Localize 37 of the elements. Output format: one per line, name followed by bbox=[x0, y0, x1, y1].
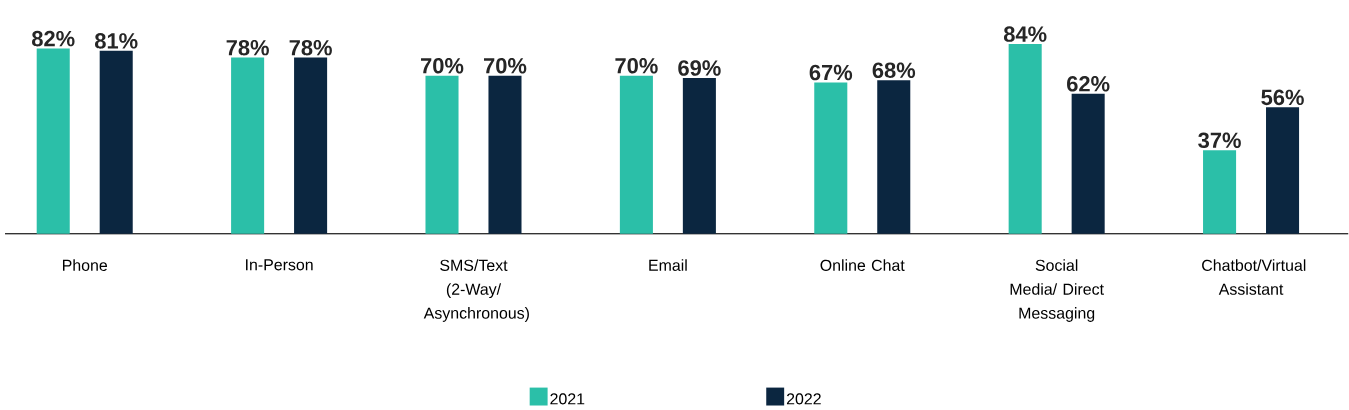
bar bbox=[1266, 107, 1300, 234]
x-tick-label: Phone bbox=[63, 259, 108, 272]
bar bbox=[814, 82, 848, 234]
x-tick-label: SMS/Text (2-Way/ Asynchronous) bbox=[423, 259, 529, 322]
bar bbox=[619, 75, 653, 234]
x-tick-label: Chatbot/Virtual Assistant bbox=[1202, 259, 1306, 295]
bar bbox=[294, 57, 328, 234]
bar bbox=[99, 50, 133, 234]
bar bbox=[425, 75, 459, 234]
bar bbox=[682, 78, 716, 234]
x-tick-label: In-Person bbox=[246, 259, 313, 271]
data-label: 70% bbox=[484, 58, 527, 74]
data-label: 62% bbox=[1067, 76, 1110, 92]
bar bbox=[488, 75, 522, 234]
data-label: 67% bbox=[809, 64, 853, 81]
data-label: 70% bbox=[615, 58, 658, 74]
bar bbox=[877, 80, 911, 234]
bar bbox=[36, 48, 70, 234]
bar bbox=[1203, 150, 1237, 234]
bar bbox=[1071, 93, 1105, 234]
data-label: 56% bbox=[1261, 89, 1304, 106]
bar bbox=[1008, 44, 1042, 234]
x-tick-label: Online Chat bbox=[820, 259, 905, 272]
data-label: 68% bbox=[872, 62, 916, 79]
x-tick-label: Social Media/ Direct Messaging bbox=[1010, 259, 1104, 322]
legend-label: 2021 bbox=[550, 393, 585, 405]
legend-label: 2022 bbox=[786, 393, 821, 405]
bar bbox=[231, 57, 265, 234]
data-label: 37% bbox=[1198, 132, 1241, 149]
data-label: 70% bbox=[421, 58, 464, 74]
data-label: 69% bbox=[678, 60, 721, 76]
data-label: 81% bbox=[94, 33, 138, 49]
x-tick-label: Email bbox=[649, 259, 687, 272]
data-label: 84% bbox=[1003, 26, 1047, 42]
data-label: 82% bbox=[32, 30, 75, 47]
data-label: 78% bbox=[226, 39, 269, 56]
data-label: 78% bbox=[289, 39, 332, 56]
